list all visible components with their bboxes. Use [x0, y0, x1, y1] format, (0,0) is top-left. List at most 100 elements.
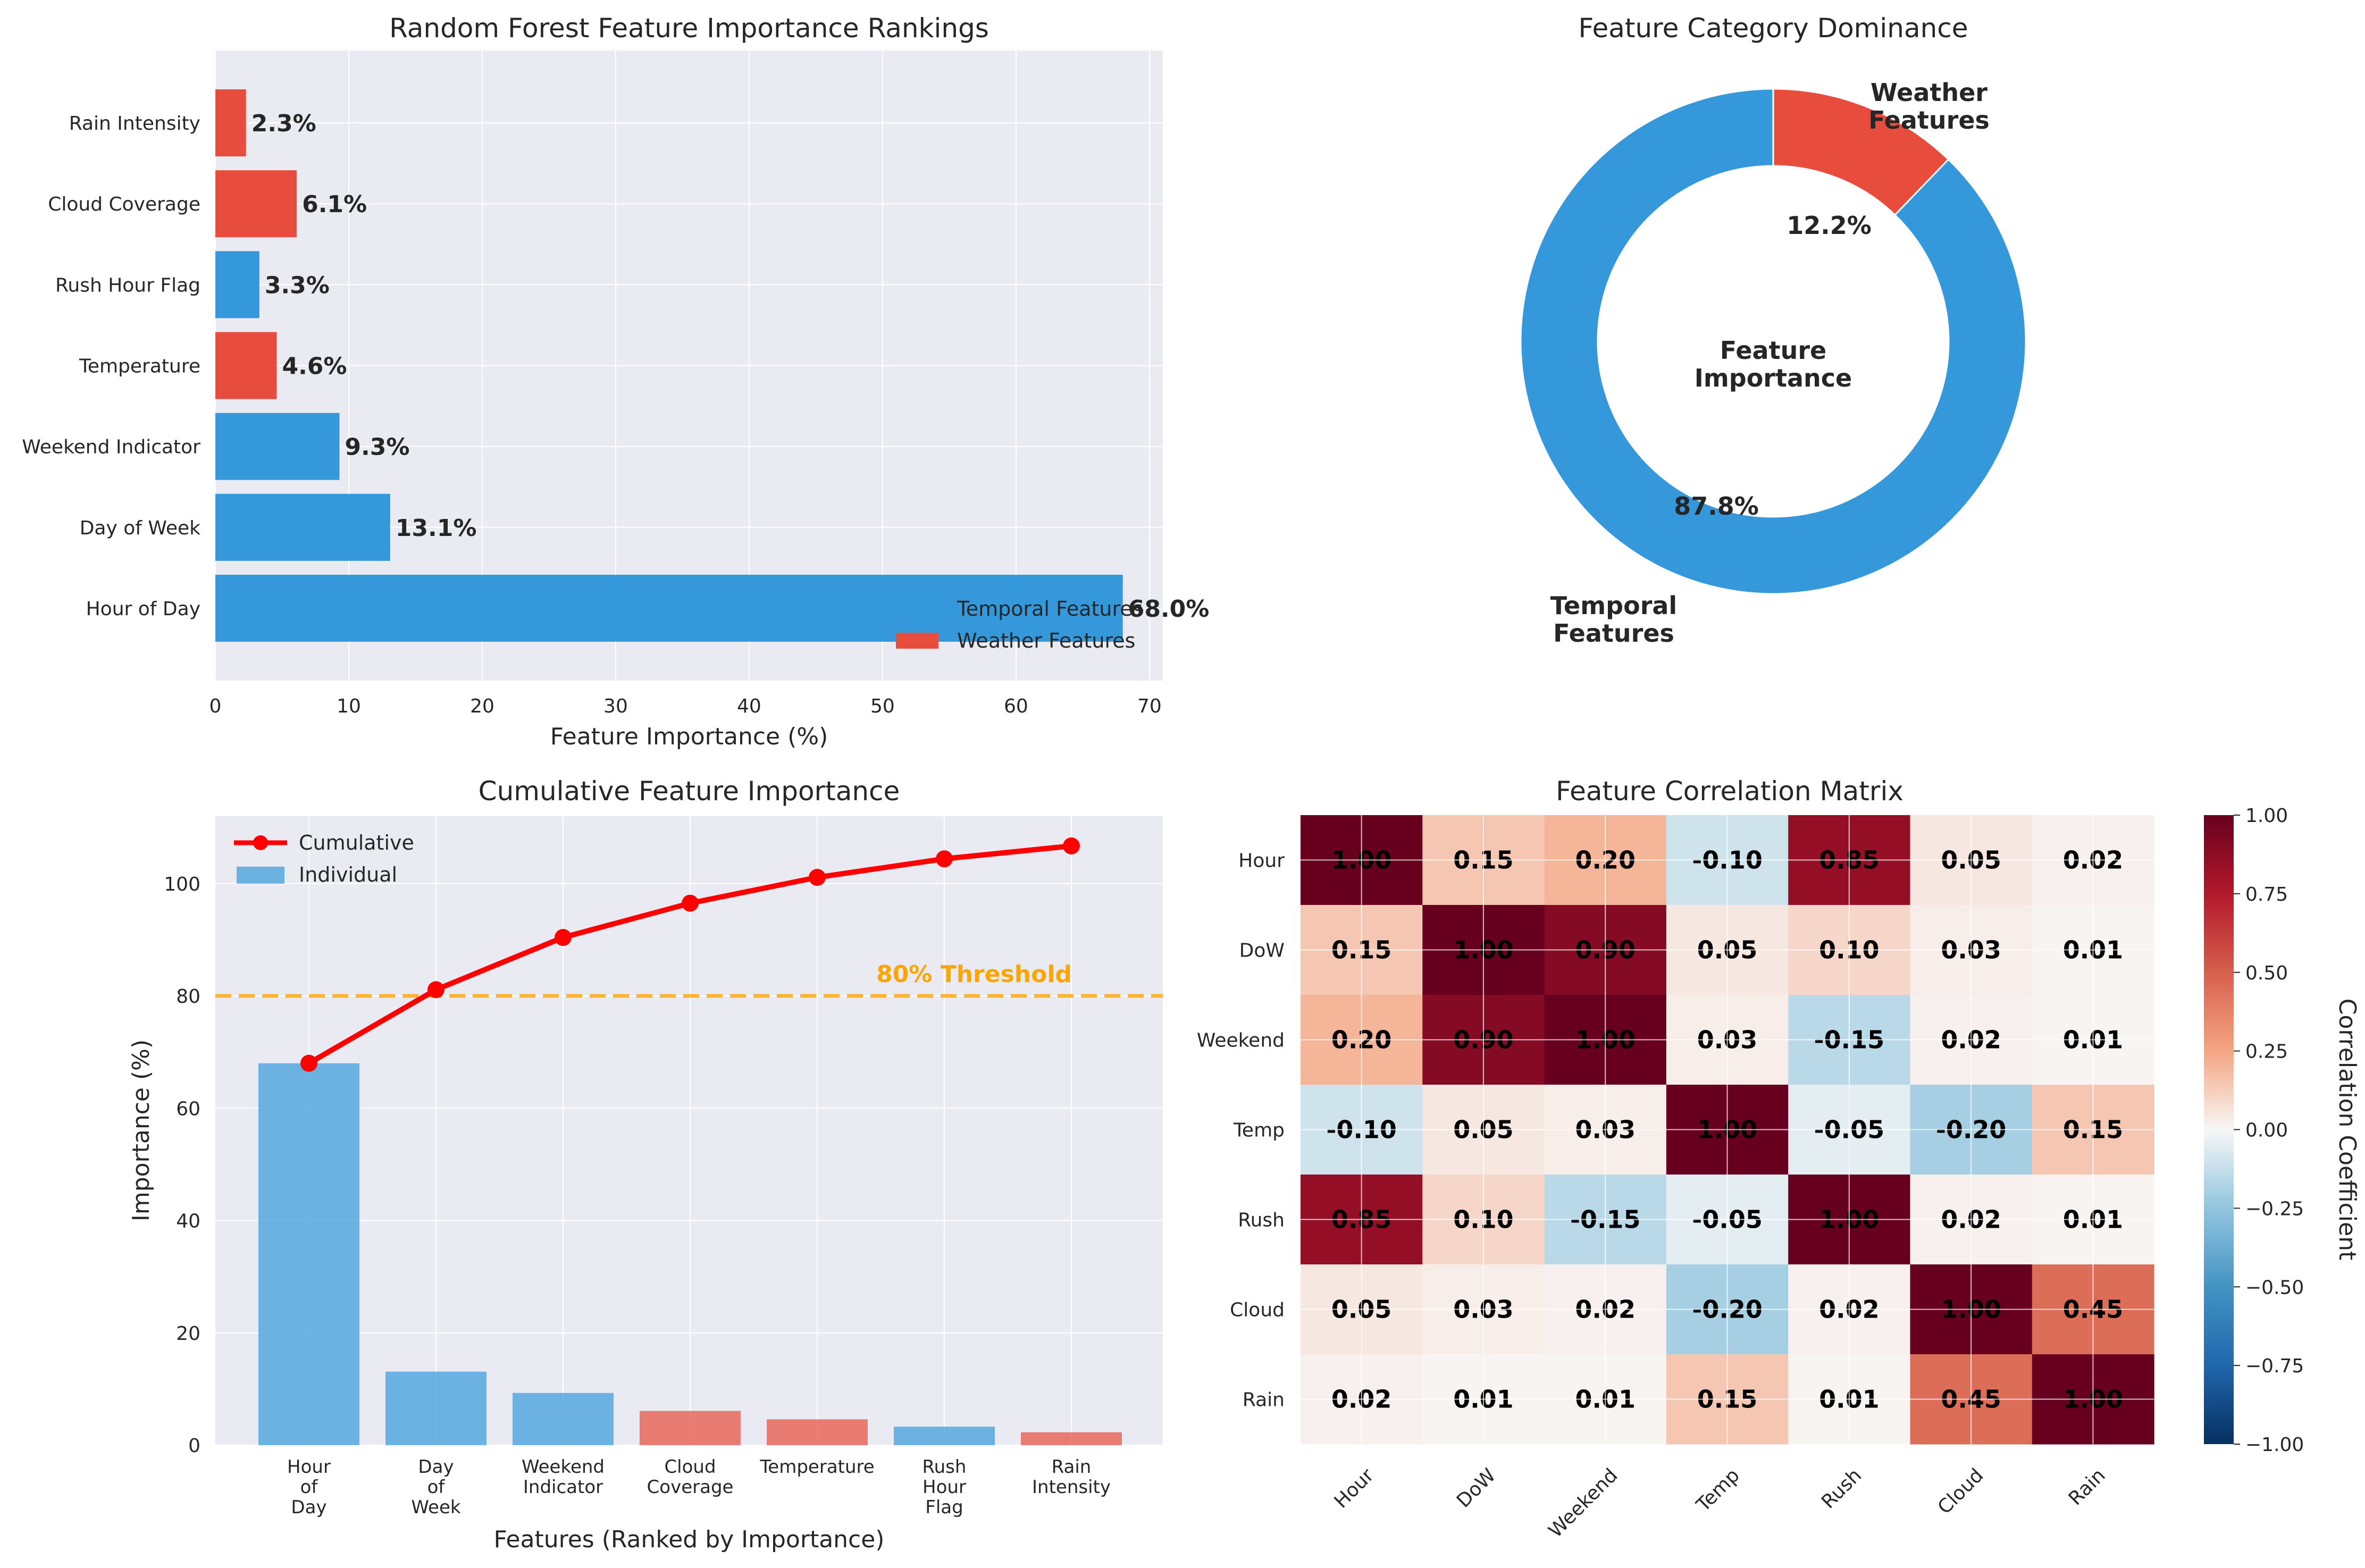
temporal-slice-label-line1: Temporal	[1550, 591, 1677, 620]
x-tick-label: Week	[411, 1497, 460, 1518]
x-tick-label: 0	[209, 695, 222, 717]
individual-bar	[894, 1427, 995, 1445]
colorbar-tick-label: 0.00	[2245, 1120, 2288, 1142]
rankings-chart-title: Random Forest Feature Importance Ranking…	[389, 13, 989, 44]
legend-marker-cumulative	[253, 835, 268, 850]
importance-rankings-chart: Random Forest Feature Importance Ranking…	[22, 13, 1209, 750]
y-tick-label: Rain Intensity	[69, 113, 200, 135]
x-tick-label: Flag	[925, 1497, 963, 1518]
colorbar-tick-label: 0.25	[2245, 1041, 2288, 1063]
rankings-legend: Temporal Features Weather Features	[896, 597, 1143, 652]
row-label: DoW	[1239, 940, 1285, 962]
legend-label-weather: Weather Features	[957, 629, 1135, 652]
bar	[215, 574, 1123, 642]
row-label: Cloud	[1230, 1299, 1285, 1321]
cumulative-point	[427, 981, 445, 999]
x-tick-label: Intensity	[1032, 1477, 1111, 1498]
y-tick-label: Day of Week	[80, 517, 200, 539]
weather-slice-pct: 12.2%	[1787, 211, 1872, 240]
cumulative-x-axis-label: Features (Ranked by Importance)	[494, 1526, 885, 1553]
legend-swatch-individual	[237, 867, 284, 884]
row-label: Hour	[1238, 850, 1285, 872]
x-tick-label: 30	[603, 695, 628, 717]
weather-slice-label-line1: Weather	[1871, 78, 1987, 107]
y-tick-label: Rush Hour Flag	[55, 274, 200, 296]
y-tick-label: Hour of Day	[86, 598, 200, 620]
donut-center-text-line2: Importance	[1695, 364, 1852, 392]
bar-value-label: 9.3%	[345, 434, 409, 461]
cumulative-point	[555, 929, 572, 946]
y-tick-label: Temperature	[79, 356, 200, 378]
bar	[215, 493, 390, 561]
y-tick-label: 60	[176, 1098, 200, 1120]
x-tick-label: of	[427, 1477, 446, 1498]
x-tick-label: Indicator	[523, 1477, 603, 1498]
bar-value-label: 2.3%	[251, 110, 316, 137]
x-tick-label: 20	[470, 695, 494, 717]
colorbar-tick-label: −1.00	[2245, 1434, 2304, 1456]
bar-value-label: 6.1%	[302, 191, 367, 218]
x-tick-label: Rush	[922, 1456, 967, 1478]
x-tick-label: 40	[737, 695, 761, 717]
cumulative-chart-title: Cumulative Feature Importance	[479, 776, 900, 807]
row-label: Weekend	[1197, 1030, 1285, 1052]
individual-bar	[513, 1393, 614, 1445]
weather-slice-label-line2: Features	[1868, 106, 1990, 135]
individual-bar	[767, 1419, 868, 1445]
category-dominance-chart: Feature Category Dominance Feature Impor…	[1520, 13, 2027, 648]
x-tick-label: Day	[291, 1497, 326, 1518]
cumulative-point	[936, 850, 953, 868]
y-tick-label: Weekend Indicator	[22, 437, 200, 458]
donut-slice-temporal	[1520, 88, 2027, 595]
bar	[215, 413, 340, 480]
legend-label-individual: Individual	[299, 863, 397, 886]
x-tick-label: Hour	[287, 1456, 331, 1478]
legend-label-temporal: Temporal Features	[957, 597, 1143, 621]
colorbar-tick-label: −0.50	[2245, 1277, 2304, 1298]
bar-value-label: 68.0%	[1128, 596, 1210, 623]
colorbar-tick-label: 0.50	[2245, 962, 2288, 984]
cumulative-plot-area	[215, 816, 1163, 1445]
x-tick-label: 70	[1137, 695, 1162, 717]
legend-label-cumulative: Cumulative	[299, 831, 414, 854]
x-tick-label: Hour	[922, 1477, 966, 1498]
x-tick-label: of	[300, 1477, 318, 1498]
cumulative-legend: Cumulative Individual	[234, 831, 414, 886]
heatmap-title: Feature Correlation Matrix	[1556, 776, 1903, 807]
row-label: Rush	[1238, 1210, 1285, 1231]
individual-bar	[640, 1411, 741, 1445]
x-tick-label: Day	[418, 1456, 454, 1478]
bar	[215, 251, 259, 318]
x-tick-label: 10	[337, 695, 361, 717]
donut-center-text-line1: Feature	[1720, 336, 1826, 365]
cumulative-point	[682, 894, 699, 912]
colorbar	[2204, 815, 2234, 1444]
individual-bar	[1021, 1432, 1122, 1445]
row-label: Temp	[1233, 1120, 1285, 1142]
bar	[215, 170, 297, 238]
x-tick-label: Cloud	[664, 1456, 716, 1478]
x-tick-label: 50	[870, 695, 895, 717]
bar	[215, 332, 277, 399]
cumulative-point	[1063, 837, 1080, 854]
cumulative-point	[809, 869, 826, 886]
temporal-slice-pct: 87.8%	[1674, 492, 1759, 521]
y-tick-label: Cloud Coverage	[48, 194, 200, 215]
y-tick-label: 20	[176, 1323, 200, 1345]
colorbar-tick-label: 0.75	[2245, 884, 2288, 905]
colorbar-tick-label: −0.25	[2245, 1198, 2304, 1220]
legend-swatch-temporal	[896, 601, 938, 617]
y-tick-label: 0	[188, 1435, 200, 1457]
x-tick-label: 60	[1004, 695, 1028, 717]
row-label: Rain	[1243, 1389, 1285, 1411]
rankings-x-axis-label: Feature Importance (%)	[550, 723, 828, 750]
bar-value-label: 3.3%	[265, 272, 330, 299]
legend-swatch-weather	[896, 633, 938, 649]
cumulative-importance-chart: Cumulative Feature Importance 0 20 40 60 80 1…	[128, 776, 1163, 1553]
x-tick-label: Weekend	[522, 1456, 605, 1478]
temporal-slice-label-line2: Features	[1553, 619, 1674, 648]
bar-value-label: 4.6%	[282, 353, 347, 380]
cumulative-y-axis-label: Importance (%)	[128, 1039, 155, 1221]
colorbar-tick-label: 1.00	[2245, 805, 2288, 827]
